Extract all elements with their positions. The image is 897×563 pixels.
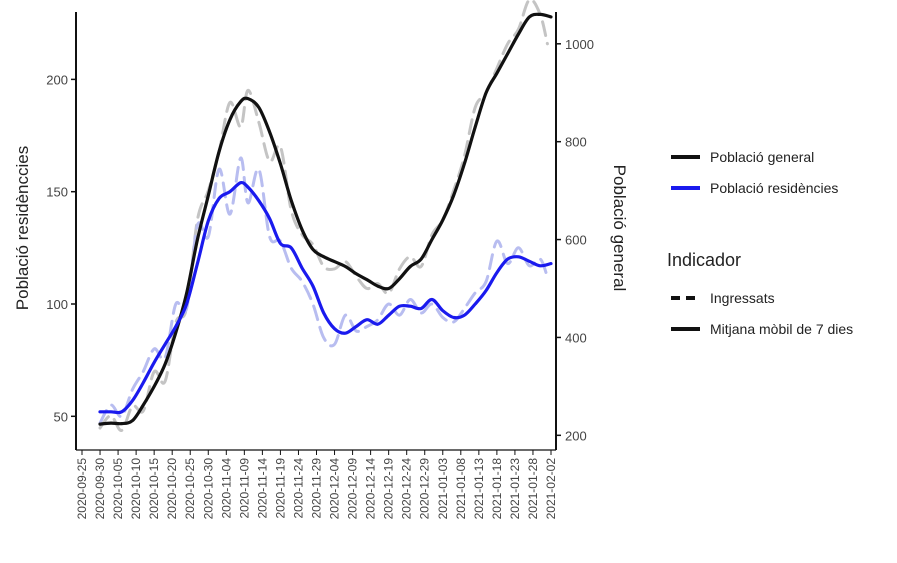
- legend-label-mitjana: Mitjana mòbil de 7 dies: [710, 321, 853, 337]
- x-tick-label: 2020-12-04: [328, 458, 342, 520]
- series-line-general-ingressats: [98, 0, 549, 432]
- x-tick-label: 2021-01-18: [490, 458, 504, 520]
- right-tick-label: 200: [565, 428, 587, 443]
- left-axis-title: Població residènccies: [13, 146, 32, 310]
- x-tick-label: 2020-10-20: [165, 458, 179, 520]
- right-y-axis: 200 400 600 800 1000: [555, 12, 594, 450]
- x-tick-label: 2020-12-09: [346, 458, 360, 520]
- series-line-general-mitjana: [98, 12, 553, 426]
- x-tick-label: 2020-10-30: [201, 458, 215, 520]
- right-axis-title: Població general: [610, 165, 629, 292]
- x-tick-label: 2020-12-19: [382, 458, 396, 520]
- x-tick-label: 2020-11-04: [219, 458, 233, 519]
- right-tick-label: 600: [565, 233, 587, 248]
- x-tick-label: 2020-10-05: [111, 458, 125, 520]
- x-tick-label: 2021-01-23: [508, 458, 522, 520]
- x-tick-label: 2020-11-29: [310, 458, 324, 519]
- x-tick-label: 2020-11-14: [255, 458, 269, 519]
- left-tick-label: 100: [46, 297, 68, 312]
- x-tick-label: 2021-01-03: [436, 458, 450, 520]
- x-tick-label: 2020-11-19: [273, 458, 287, 519]
- legend-label-general: Població general: [710, 149, 814, 165]
- x-axis: 2020-09-25 2020-09-30 2020-10-05 2020-10-10…: [75, 449, 558, 520]
- x-tick-label: 2020-09-25: [75, 458, 89, 520]
- left-tick-label: 50: [54, 409, 68, 424]
- x-tick-label: 2020-10-10: [129, 458, 143, 520]
- x-tick-label: 2021-02-02: [544, 458, 558, 520]
- left-tick-label: 200: [46, 72, 68, 87]
- plot-area: [98, 0, 553, 432]
- x-tick-label: 2021-01-28: [526, 458, 540, 520]
- series-line-residencies-mitjana: [98, 180, 553, 415]
- x-tick-label: 2020-10-15: [147, 458, 161, 520]
- x-tick-label: 2020-12-14: [364, 458, 378, 520]
- legend-label-ingressats: Ingressats: [710, 290, 775, 306]
- right-tick-label: 1000: [565, 37, 594, 52]
- x-tick-label: 2020-10-25: [183, 458, 197, 520]
- right-tick-label: 400: [565, 330, 587, 345]
- x-tick-label: 2020-09-30: [93, 458, 107, 520]
- legend-label-residencies: Població residències: [710, 180, 838, 196]
- left-tick-label: 150: [46, 185, 68, 200]
- x-tick-label: 2020-11-24: [291, 458, 305, 519]
- left-y-axis: 50 100 150 200: [46, 12, 77, 450]
- x-tick-label: 2020-12-24: [400, 458, 414, 520]
- x-tick-label: 2021-01-08: [454, 458, 468, 520]
- legend-indicator-title: Indicador: [667, 250, 741, 270]
- legend: Població general Població residències In…: [667, 149, 853, 337]
- right-tick-label: 800: [565, 135, 587, 150]
- x-tick-label: 2020-11-09: [237, 458, 251, 519]
- series-line-residencies-ingressats: [98, 156, 549, 425]
- x-tick-label: 2021-01-13: [472, 458, 486, 520]
- x-tick-label: 2020-12-29: [418, 458, 432, 520]
